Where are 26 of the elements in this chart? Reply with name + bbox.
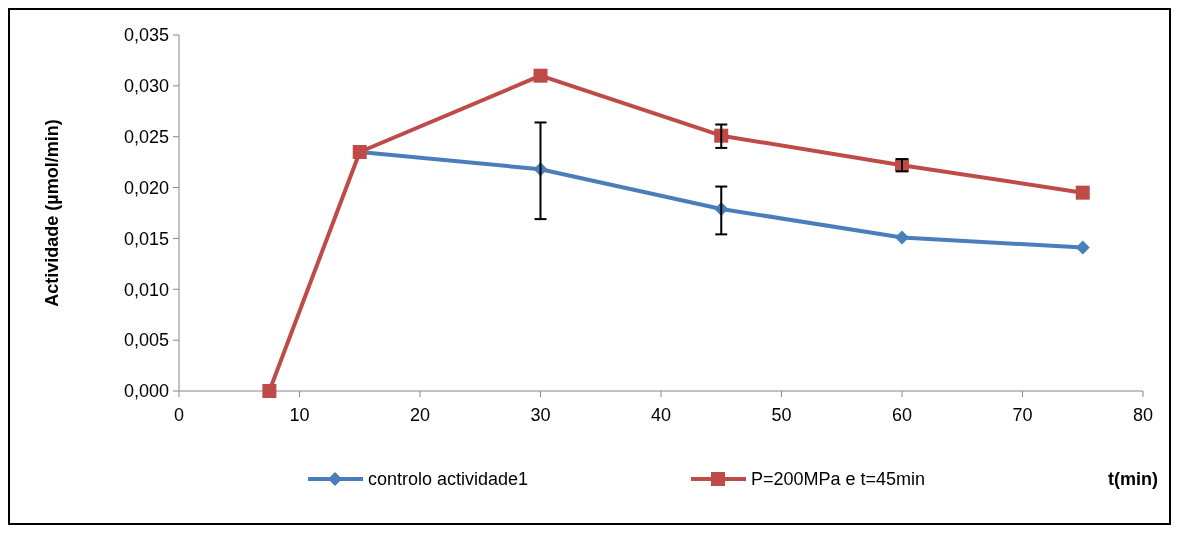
y-tick-label: 0,030 <box>123 76 169 97</box>
y-tick-label: 0,000 <box>123 381 169 402</box>
y-tick-label: 0,015 <box>123 228 169 249</box>
point <box>1075 185 1090 200</box>
y-tick-label: 0,010 <box>123 279 169 300</box>
x-tick-label: 10 <box>289 405 310 425</box>
y-tick-label: 0,035 <box>123 25 169 46</box>
y-tick-label: 0,005 <box>123 330 169 351</box>
legend-label: P=200MPa e t=45min <box>751 469 926 489</box>
legend-label: controlo actividade1 <box>368 469 529 489</box>
point <box>533 68 548 83</box>
x-tick-label: 70 <box>1012 405 1033 425</box>
x-tick-label: 50 <box>771 405 792 425</box>
x-tick-label: 20 <box>409 405 431 425</box>
x-tick-label: 30 <box>530 405 551 425</box>
x-tick-label: 60 <box>891 405 913 425</box>
x-tick-label: 40 <box>650 405 672 425</box>
point <box>1075 240 1090 255</box>
x-tick-label: 80 <box>1132 405 1154 425</box>
x-axis-title: t(min) <box>1108 469 1158 489</box>
x-tick-label: 0 <box>173 405 185 425</box>
point <box>895 230 909 245</box>
point <box>262 384 277 398</box>
y-tick-label: 0,025 <box>123 127 169 148</box>
y-axis-title: Actividade (µmol/min) <box>42 119 62 307</box>
y-tick-label: 0,020 <box>123 177 169 198</box>
